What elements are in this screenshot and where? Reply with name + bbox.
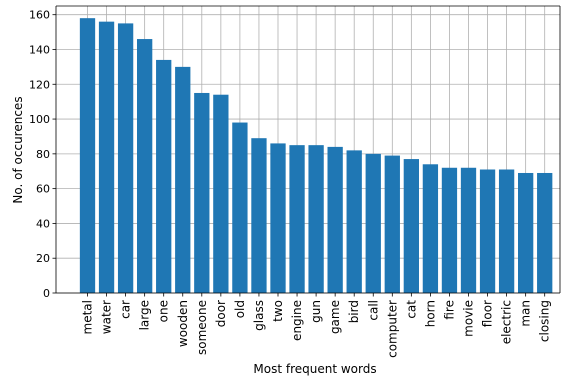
bar-call bbox=[365, 153, 381, 293]
x-tick-label: fire bbox=[442, 300, 456, 320]
bar-glass bbox=[251, 138, 267, 293]
y-axis-label: No. of occurences bbox=[11, 96, 25, 203]
x-tick-label: large bbox=[138, 300, 152, 330]
x-tick-label: game bbox=[328, 300, 342, 334]
x-tick-label: electric bbox=[500, 300, 514, 344]
bar-two bbox=[270, 143, 286, 293]
axes bbox=[55, 5, 561, 294]
y-tick-label: 80 bbox=[36, 148, 50, 161]
x-tick-label: floor bbox=[481, 300, 495, 327]
y-ticks: 0 20 40 60 80 100 120 140 160 bbox=[29, 9, 56, 300]
bar-water bbox=[98, 21, 115, 294]
bar-someone bbox=[194, 92, 210, 293]
x-tick-label: movie bbox=[462, 300, 476, 337]
x-tick-label: call bbox=[366, 300, 380, 321]
bar-one bbox=[156, 59, 172, 294]
x-tick-label: computer bbox=[385, 300, 399, 358]
bar-metal bbox=[79, 18, 96, 294]
y-tick-label: 140 bbox=[29, 43, 50, 56]
bar-door bbox=[213, 94, 229, 293]
bar-fire bbox=[441, 167, 458, 293]
x-tick-label: horn bbox=[423, 300, 437, 327]
bar-closing bbox=[537, 172, 553, 293]
y-tick-label: 0 bbox=[43, 287, 50, 300]
y-tick-label: 100 bbox=[29, 113, 50, 126]
bars bbox=[79, 18, 553, 294]
bar-man bbox=[518, 172, 534, 293]
bar-game bbox=[327, 146, 343, 293]
y-tick-label: 160 bbox=[29, 9, 50, 22]
x-tick-label: someone bbox=[195, 300, 209, 355]
bar-gun bbox=[308, 145, 324, 293]
bar-old bbox=[232, 122, 248, 293]
y-tick-label: 120 bbox=[29, 78, 50, 91]
y-tick-label: 20 bbox=[36, 252, 50, 265]
x-tick-label: closing bbox=[538, 300, 552, 342]
bar-floor bbox=[479, 169, 496, 293]
bar-large bbox=[137, 39, 153, 293]
bar-horn bbox=[422, 164, 439, 293]
bar-engine bbox=[289, 145, 305, 293]
x-tick-label: wooden bbox=[176, 300, 190, 347]
x-tick-label: car bbox=[119, 300, 133, 319]
y-tick-label: 60 bbox=[36, 183, 50, 196]
x-axis-label: Most frequent words bbox=[253, 362, 376, 376]
x-ticks: metal water car large one wooden someone door ol… bbox=[81, 293, 552, 358]
bar-bird bbox=[346, 150, 362, 293]
x-tick-label: bird bbox=[347, 300, 361, 323]
x-tick-label: old bbox=[233, 300, 247, 318]
x-tick-label: cat bbox=[404, 300, 418, 319]
x-tick-label: water bbox=[100, 300, 114, 334]
y-tick-label: 40 bbox=[36, 217, 50, 230]
bar-computer bbox=[384, 155, 400, 293]
bar-cat bbox=[403, 159, 419, 293]
bar-movie bbox=[460, 167, 477, 293]
bar-wooden bbox=[175, 66, 191, 293]
x-tick-label: one bbox=[157, 300, 171, 322]
bar-car bbox=[117, 23, 134, 293]
x-tick-label: door bbox=[214, 300, 228, 327]
x-tick-label: metal bbox=[81, 300, 95, 334]
x-tick-label: man bbox=[519, 300, 533, 327]
x-tick-label: engine bbox=[290, 300, 304, 341]
bar-electric bbox=[498, 169, 515, 293]
x-tick-label: gun bbox=[309, 300, 323, 323]
x-tick-label: two bbox=[271, 300, 285, 322]
x-tick-label: glass bbox=[252, 300, 266, 331]
